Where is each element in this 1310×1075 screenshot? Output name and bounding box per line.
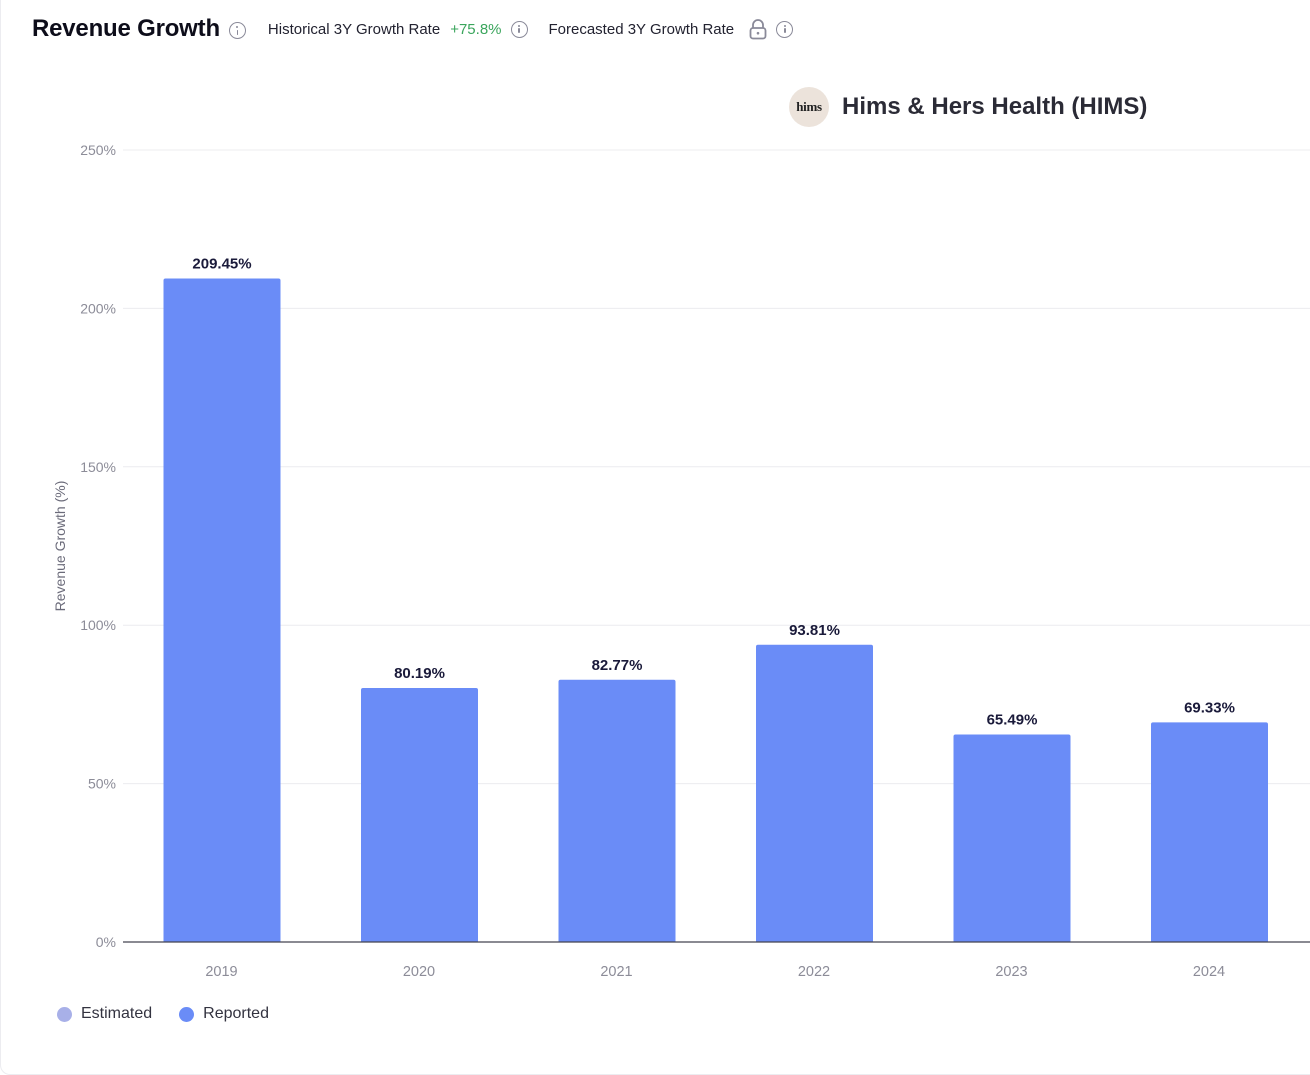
bar-value-label: 80.19%	[394, 665, 445, 682]
y-axis-ticks: 0% 50% 100% 150% 200% 250%	[80, 142, 116, 950]
bar[interactable]	[953, 734, 1071, 942]
info-icon[interactable]	[776, 20, 794, 38]
legend-estimated-swatch	[57, 1006, 72, 1022]
legend-reported-swatch	[179, 1006, 195, 1022]
bar-value-label: 65.49%	[987, 712, 1038, 729]
lock-icon[interactable]	[748, 18, 768, 40]
y-tick-label: 150%	[80, 459, 116, 475]
legend-reported[interactable]: Reported	[179, 1005, 269, 1023]
chart-header: Revenue Growth Historical 3Y Growth Rate…	[32, 12, 794, 46]
bar-value-labels: 209.45% 80.19% 82.77% 93.81% 65.49% 69.33%	[192, 255, 1235, 728]
historical-growth-value: +75.8%	[450, 20, 502, 38]
bar-value-label: 209.45%	[192, 255, 251, 272]
legend-estimated[interactable]: Estimated	[57, 1005, 152, 1023]
bar[interactable]	[163, 278, 281, 942]
y-tick-label: 50%	[88, 776, 116, 792]
x-tick-label: 2019	[205, 964, 237, 980]
revenue-growth-chart: 0% 50% 100% 150% 200% 250% 209.45% 80.19% 82.77…	[52, 142, 1310, 980]
company-name: Hims & Hers Health (HIMS)	[842, 93, 1148, 120]
bar[interactable]	[756, 644, 873, 942]
y-tick-label: 250%	[80, 142, 116, 158]
page-title: Revenue Growth	[32, 15, 220, 42]
historical-growth-label: Historical 3Y Growth Rate	[267, 20, 441, 38]
forecast-growth-label: Forecasted 3Y Growth Rate	[548, 20, 735, 38]
info-icon[interactable]	[510, 20, 528, 38]
chart-bars	[163, 278, 1268, 942]
y-tick-label: 100%	[80, 617, 116, 633]
x-tick-label: 2021	[600, 964, 632, 980]
info-icon[interactable]	[228, 22, 246, 39]
x-tick-label: 2024	[1193, 964, 1225, 980]
chart-grid	[123, 149, 1310, 785]
x-axis-ticks: 2019 2020 2021 2022 2023 2024	[205, 964, 1225, 980]
y-tick-label: 200%	[80, 300, 116, 316]
chart-legend: Estimated Reported	[57, 1003, 296, 1025]
bar[interactable]	[361, 687, 478, 942]
legend-reported-label: Reported	[203, 1005, 269, 1022]
bar-value-label: 82.77%	[592, 657, 643, 674]
bar[interactable]	[1151, 722, 1268, 942]
bar-value-label: 69.33%	[1184, 699, 1235, 716]
company-badge: hims Hims & Hers Health (HIMS)	[789, 86, 1147, 128]
y-tick-label: 0%	[96, 934, 116, 950]
x-tick-label: 2023	[995, 964, 1027, 980]
legend-estimated-label: Estimated	[81, 1005, 153, 1022]
bar[interactable]	[558, 679, 676, 942]
x-tick-label: 2022	[798, 964, 830, 980]
company-logo: hims	[789, 87, 829, 127]
x-tick-label: 2020	[403, 964, 435, 980]
bar-value-label: 93.81%	[789, 622, 840, 639]
y-axis-label: Revenue Growth (%)	[52, 481, 68, 612]
